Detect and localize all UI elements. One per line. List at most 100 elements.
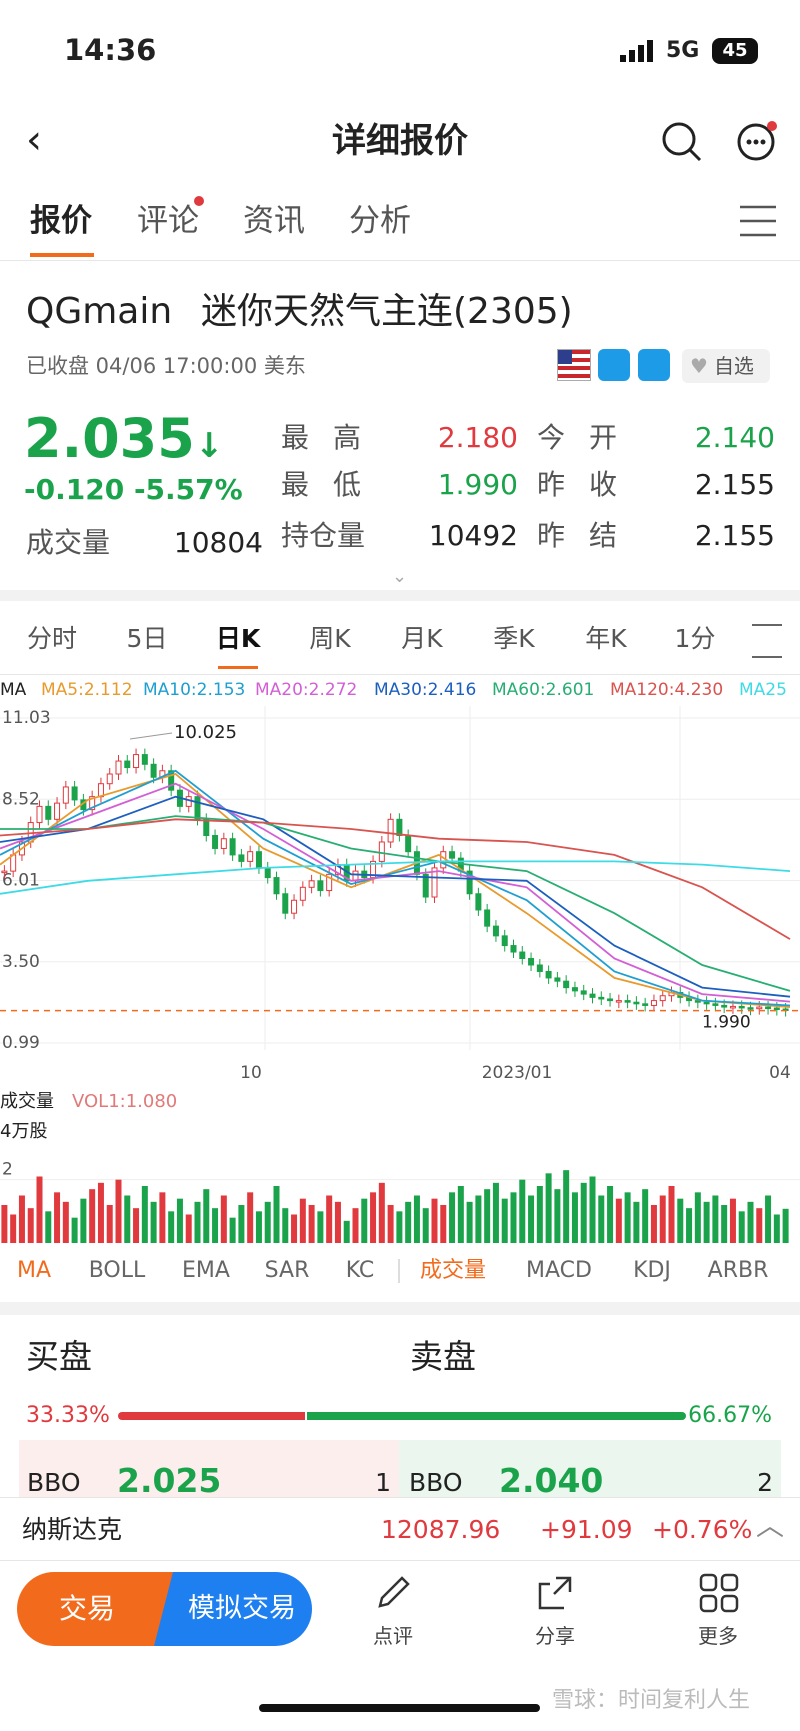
candle	[589, 993, 596, 998]
volume-bar	[229, 1217, 236, 1243]
search[interactable]	[660, 120, 704, 164]
volume-bar	[36, 1176, 43, 1243]
volume-bar	[422, 1208, 429, 1243]
volume-bar	[80, 1198, 87, 1243]
stat-label: 昨收	[537, 468, 642, 501]
period-tab[interactable]: 5日	[126, 624, 168, 653]
ma-legend: MA30:2.416	[374, 680, 476, 700]
instrument-name: 迷你天然气主连(2305)	[201, 291, 573, 332]
home-indicator	[259, 1704, 540, 1712]
indicator-tab[interactable]: MA	[17, 1258, 51, 1283]
action-label: 分享	[535, 1624, 575, 1648]
sim-button[interactable]: 模拟交易	[154, 1572, 312, 1646]
candle	[106, 773, 113, 785]
stat-label: 最低	[281, 468, 386, 501]
volume-bar	[782, 1208, 789, 1243]
top-tab[interactable]: 分析	[349, 203, 411, 239]
candle	[405, 835, 412, 853]
collapse[interactable]: ︿	[756, 1509, 785, 1542]
volume-bar	[528, 1195, 535, 1243]
stat-value: 10492	[428, 519, 518, 552]
gap	[0, 590, 800, 601]
period-tab[interactable]: 日K	[215, 624, 261, 653]
indicator-tab[interactable]: BOLL	[89, 1258, 146, 1283]
volume-bar	[71, 1217, 78, 1243]
indicator-tab[interactable]: 成交量	[420, 1258, 486, 1283]
messages[interactable]	[734, 118, 780, 164]
ma-line	[0, 815, 791, 992]
time: 14:36	[64, 33, 157, 67]
volume-bar	[212, 1208, 219, 1243]
volume-bar	[615, 1198, 622, 1243]
watch-button[interactable]: ♥ 自选	[682, 349, 770, 383]
candle	[238, 854, 245, 862]
period-tab[interactable]: 1分	[674, 624, 716, 653]
high-label: 10.025	[174, 722, 237, 743]
volume-bar	[282, 1208, 289, 1243]
candle	[501, 935, 508, 947]
volume-bar	[712, 1195, 719, 1243]
indicator-tab[interactable]: SAR	[265, 1258, 310, 1283]
symbol: QGmain	[26, 291, 173, 332]
stat-label: 成交量	[26, 526, 111, 559]
period-tab[interactable]: 月K	[401, 624, 443, 653]
volume-bar	[729, 1198, 736, 1243]
indicator-tab[interactable]: ARBR	[708, 1258, 769, 1283]
top-tab[interactable]: 资讯	[243, 203, 305, 239]
candle	[773, 1007, 780, 1011]
volume-bar	[475, 1195, 482, 1243]
stat-label: 昨结	[537, 519, 642, 552]
volume-bar	[97, 1182, 104, 1243]
volume-bar	[247, 1192, 254, 1243]
volume-legend: VOL1:1.080	[72, 1091, 177, 1112]
volume-bar	[133, 1208, 140, 1243]
sell-bar	[307, 1412, 686, 1420]
top-tab[interactable]: 报价	[30, 203, 92, 239]
volume-bar	[299, 1198, 306, 1243]
candle	[642, 1003, 649, 1006]
volume-bar	[765, 1195, 772, 1243]
volume-bar	[326, 1195, 333, 1243]
period-tab[interactable]: 季K	[493, 624, 535, 653]
volume-bar	[519, 1179, 526, 1243]
chart: MA MA5:2.112 MA10:2.153 MA20:2.272 MA30:2.41…	[0, 680, 800, 1283]
volume-bar	[510, 1192, 517, 1243]
candle	[492, 925, 499, 937]
candle	[756, 1006, 763, 1010]
candle	[747, 1007, 754, 1010]
ma-legend: MA20:2.272	[255, 680, 357, 700]
nav-title: 详细报价	[332, 121, 468, 161]
sell-ratio: 66.67%	[688, 1403, 772, 1428]
volume-bar	[563, 1170, 570, 1243]
volume-bar	[387, 1205, 394, 1243]
buy-bar	[118, 1412, 306, 1420]
divider	[0, 674, 800, 675]
volume-bar	[642, 1189, 649, 1243]
menu[interactable]	[740, 205, 776, 237]
volume-bar	[457, 1186, 464, 1243]
volume-bar	[54, 1192, 61, 1243]
x-label: 04	[769, 1063, 791, 1083]
candle	[484, 909, 491, 927]
candle	[299, 886, 306, 901]
volume-bar	[352, 1208, 359, 1243]
indicator-tab[interactable]: KDJ	[633, 1258, 671, 1283]
volume-bar	[176, 1198, 183, 1243]
indicator-tab[interactable]: KC	[346, 1258, 375, 1283]
expand[interactable]: ⌄	[392, 566, 408, 587]
candle	[519, 951, 526, 960]
volume-bar	[756, 1208, 763, 1243]
indicator-tab[interactable]: EMA	[182, 1258, 230, 1283]
back[interactable]: ‹	[26, 117, 42, 163]
ticker-bar[interactable]: 纳斯达克 12087.96 +91.09 +0.76% ︿	[0, 1497, 800, 1561]
period-tab[interactable]: 分时	[26, 624, 77, 653]
stat-value r: 2.180	[437, 421, 518, 454]
volume-bar	[484, 1189, 491, 1243]
indicator-tab[interactable]: MACD	[526, 1258, 592, 1283]
top-tab[interactable]: 评论	[137, 203, 199, 239]
candle	[729, 1005, 736, 1009]
period-tab[interactable]: 年K	[585, 624, 627, 653]
volume-bar	[580, 1182, 587, 1243]
period-tab[interactable]: 周K	[309, 624, 351, 653]
more-icon	[699, 1573, 739, 1613]
